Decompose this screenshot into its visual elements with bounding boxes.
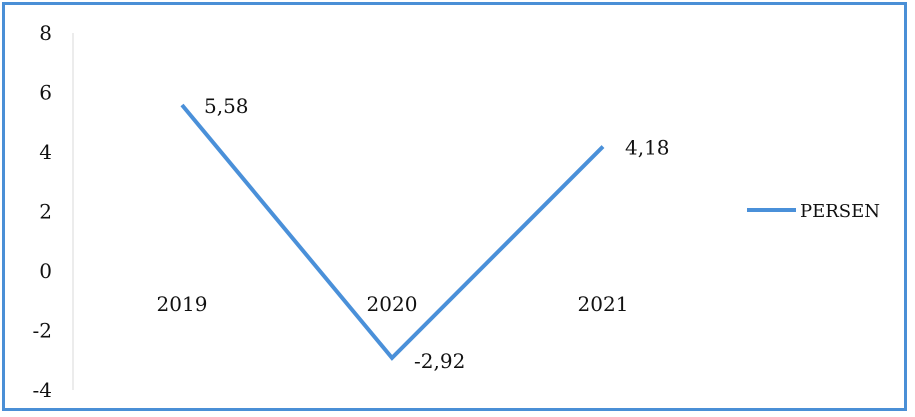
data-label: -2,92 <box>414 349 465 373</box>
y-tick-label: -4 <box>33 378 52 402</box>
data-label: 4,18 <box>625 136 670 160</box>
x-category-label: 2021 <box>578 292 629 316</box>
y-tick-label: -2 <box>33 319 52 343</box>
y-tick-label: 8 <box>39 21 52 45</box>
y-axis-ticks: 8 6 4 2 0 -2 -4 <box>33 21 52 402</box>
data-label: 5,58 <box>204 94 249 118</box>
series-line-persen <box>180 103 605 361</box>
y-tick-label: 6 <box>39 81 52 105</box>
y-tick-label: 2 <box>39 200 52 224</box>
legend: PERSEN <box>747 201 880 222</box>
y-tick-label: 4 <box>39 140 52 164</box>
x-category-labels: 2019 2020 2021 <box>157 292 629 316</box>
legend-label-persen: PERSEN <box>800 201 880 222</box>
chart-frame <box>2 2 907 411</box>
x-category-label: 2019 <box>157 292 208 316</box>
x-category-label: 2020 <box>367 292 418 316</box>
y-tick-label: 0 <box>39 259 52 283</box>
data-labels: 5,58 -2,92 4,18 <box>204 94 670 373</box>
